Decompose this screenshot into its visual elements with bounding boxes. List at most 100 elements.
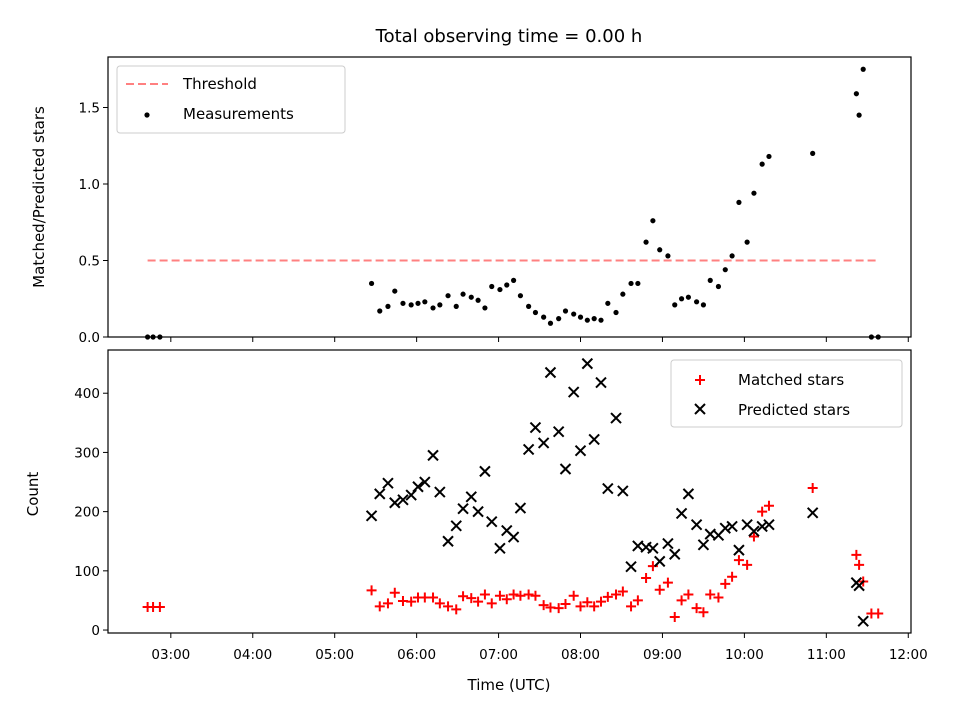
bottom-axes-frame [107, 349, 912, 634]
matched-star-point [720, 578, 731, 589]
matched-star-point [691, 603, 702, 614]
matched-star-point [523, 589, 534, 600]
measurement-point [810, 150, 816, 156]
predicted-star-point [763, 518, 775, 531]
measurement-point [853, 91, 859, 97]
bottom-x-tick-label: 04:00 [233, 647, 272, 663]
matched-star-point [451, 604, 462, 615]
measurement-point [415, 300, 421, 306]
matched-star-point [530, 590, 541, 601]
matched-star-point [389, 587, 400, 598]
matched-star-point [374, 601, 385, 612]
matched-star-point [494, 590, 505, 601]
measurement-point [643, 239, 649, 245]
measurement-point [685, 294, 691, 300]
predicted-star-point [567, 386, 580, 398]
top-legend: Threshold Measurements [116, 65, 346, 134]
predicted-star-point [617, 485, 629, 497]
measurement-point [736, 199, 742, 205]
legend-predicted-label: Predicted stars [738, 401, 850, 419]
predicted-star-point [602, 482, 614, 495]
bottom-x-tick-label: 06:00 [397, 647, 436, 663]
measurement-point [556, 316, 562, 322]
matched-star-point [854, 559, 865, 570]
measurement-point [856, 112, 862, 118]
predicted-star-point [748, 525, 760, 537]
measurement-point [422, 299, 428, 305]
top-y-axis-label: Matched/Predicted stars [30, 106, 48, 288]
matched-star-point [632, 595, 643, 606]
predicted-star-point [494, 542, 506, 555]
measurement-point [868, 334, 874, 340]
predicted-star-point [552, 425, 565, 438]
matched-star-point [428, 592, 439, 603]
measurement-point [605, 300, 611, 306]
measurement-point [468, 294, 474, 300]
measurement-point [547, 320, 554, 326]
matched-star-point [873, 608, 884, 619]
predicted-star-point [514, 502, 527, 514]
matched-star-point [595, 596, 606, 607]
measurement-point [598, 317, 604, 323]
measurement-point [628, 280, 634, 287]
predicted-star-point [434, 486, 446, 498]
bottom-x-axis-label: Time (UTC) [467, 676, 551, 694]
matched-star-point [515, 590, 526, 601]
bottom-x-tick-label: 03:00 [151, 647, 190, 663]
predicted-star-point [365, 510, 378, 522]
matched-star-point [662, 577, 673, 588]
measurement-point [497, 286, 503, 293]
predicted-star-point [472, 505, 484, 518]
bottom-legend: Matched stars Predicted stars [670, 359, 903, 428]
measurement-point [635, 280, 641, 287]
measurement-point [678, 296, 685, 302]
matched-star-point [508, 589, 519, 600]
bottom-plot-panel: 0 100 200 300 400 03:00 04:00 05:00 06:00 07:00 08… [74, 349, 928, 663]
predicted-star-point [581, 357, 594, 370]
measurement-point [489, 283, 495, 290]
matched-star-point [473, 596, 484, 607]
matched-star-point [617, 586, 628, 597]
matched-star-point [589, 601, 600, 612]
predicted-star-point [682, 488, 695, 500]
measurement-point [620, 291, 626, 297]
measurement-point [657, 247, 663, 253]
matched-star-point [582, 597, 593, 608]
predicted-star-point [853, 579, 865, 592]
top-y-tick-label: 0.0 [79, 330, 100, 346]
predicted-star-point [397, 494, 409, 506]
bottom-x-tick-label: 07:00 [479, 647, 518, 663]
top-legend-box [116, 65, 346, 134]
matched-star-point [560, 598, 571, 609]
matched-star-point [434, 598, 445, 609]
bottom-x-tick-label: 10:00 [725, 647, 764, 663]
measurement-point [430, 305, 436, 311]
matched-star-point [698, 607, 709, 618]
measurement-point [532, 309, 539, 316]
predicted-star-point [405, 489, 417, 501]
predicted-star-point [544, 366, 557, 379]
matched-star-point [154, 601, 165, 612]
measurement-point [445, 293, 451, 299]
predicted-star-point [662, 537, 674, 550]
bottom-x-tick-label: 12:00 [889, 647, 928, 663]
measurement-point [722, 267, 728, 273]
predicted-star-point [507, 531, 520, 543]
measurement-point [707, 277, 713, 283]
matched-star-point [501, 594, 512, 605]
measurement-point [562, 308, 569, 314]
predicted-star-point [595, 376, 607, 389]
matched-star-point [602, 591, 613, 602]
measurement-point [385, 303, 391, 309]
measurement-point [759, 161, 765, 167]
matched-star-point [626, 601, 637, 612]
predicted-star-point [457, 502, 469, 515]
matched-star-point [807, 482, 818, 493]
predicted-star-point [625, 560, 637, 573]
measurement-point [729, 253, 735, 259]
predicted-star-point [419, 476, 431, 488]
measurement-point [482, 305, 488, 311]
matched-star-point [568, 590, 579, 601]
bottom-y-tick-label: 100 [74, 564, 100, 580]
